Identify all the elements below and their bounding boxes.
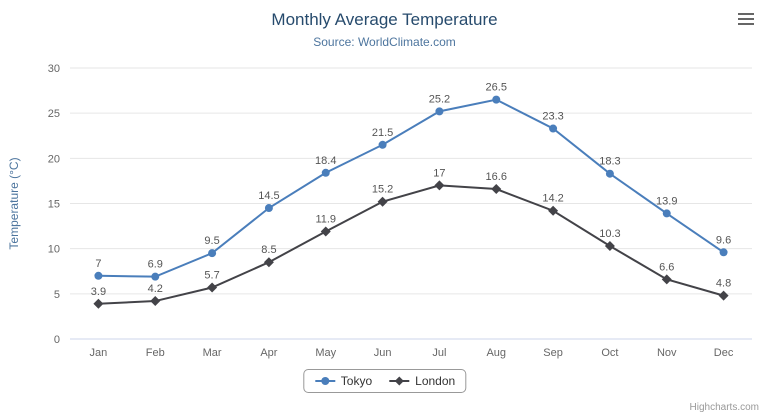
data-point-marker[interactable] bbox=[605, 169, 614, 178]
data-point-marker[interactable] bbox=[549, 124, 558, 133]
data-point-marker[interactable] bbox=[320, 226, 331, 237]
legend-item-tokyo[interactable]: Tokyo bbox=[314, 374, 372, 388]
x-axis-tick-label: Jan bbox=[90, 347, 108, 359]
data-label: 13.9 bbox=[656, 195, 677, 207]
data-label: 4.8 bbox=[716, 278, 731, 290]
data-label: 9.6 bbox=[716, 234, 731, 246]
data-point-marker[interactable] bbox=[378, 140, 387, 149]
data-point-marker[interactable] bbox=[548, 205, 559, 216]
data-point-marker[interactable] bbox=[662, 209, 671, 218]
data-label: 14.5 bbox=[258, 190, 279, 202]
data-label: 17 bbox=[433, 167, 445, 179]
hamburger-menu-icon[interactable] bbox=[738, 13, 754, 27]
chart-subtitle: Source: WorldClimate.com bbox=[313, 35, 456, 49]
data-point-marker[interactable] bbox=[661, 274, 672, 285]
data-point-marker[interactable] bbox=[264, 204, 273, 213]
x-axis-tick-label: Jul bbox=[432, 347, 446, 359]
y-axis-tick-label: 0 bbox=[54, 334, 60, 346]
data-label: 23.3 bbox=[542, 111, 563, 123]
data-label: 10.3 bbox=[599, 228, 620, 240]
data-point-marker[interactable] bbox=[263, 257, 274, 268]
data-point-marker[interactable] bbox=[208, 249, 217, 258]
data-point-marker[interactable] bbox=[718, 290, 729, 301]
y-axis-tick-label: 20 bbox=[48, 153, 60, 165]
chart-title: Monthly Average Temperature bbox=[271, 10, 498, 29]
data-point-marker[interactable] bbox=[434, 180, 445, 191]
data-label: 18.4 bbox=[315, 155, 336, 167]
data-label: 5.7 bbox=[204, 270, 219, 282]
x-axis-tick-label: Oct bbox=[601, 347, 618, 359]
data-label: 26.5 bbox=[486, 82, 507, 94]
data-point-marker[interactable] bbox=[492, 95, 501, 104]
data-label: 25.2 bbox=[429, 93, 450, 105]
x-axis-tick-label: Apr bbox=[260, 347, 277, 359]
x-axis-tick-label: Dec bbox=[714, 347, 734, 359]
data-point-marker[interactable] bbox=[151, 272, 160, 281]
y-axis-tick-label: 15 bbox=[48, 199, 60, 211]
data-point-marker[interactable] bbox=[491, 184, 502, 195]
y-axis-title: Temperature (°C) bbox=[7, 157, 21, 249]
data-point-marker[interactable] bbox=[321, 168, 330, 177]
menu-bar bbox=[738, 18, 754, 20]
data-label: 7 bbox=[95, 258, 101, 270]
x-axis-tick-label: Feb bbox=[146, 347, 165, 359]
legend: Tokyo London bbox=[302, 369, 467, 393]
data-label: 4.2 bbox=[148, 283, 163, 295]
data-point-marker[interactable] bbox=[150, 296, 161, 307]
x-axis-tick-label: Nov bbox=[657, 347, 677, 359]
data-point-marker[interactable] bbox=[435, 107, 444, 116]
data-label: 9.5 bbox=[204, 235, 219, 247]
data-point-marker[interactable] bbox=[604, 240, 615, 251]
y-axis-tick-label: 30 bbox=[48, 63, 60, 75]
data-point-marker[interactable] bbox=[94, 271, 103, 280]
data-point-marker[interactable] bbox=[207, 282, 218, 293]
legend-item-label: Tokyo bbox=[340, 374, 373, 388]
data-label: 18.3 bbox=[599, 156, 620, 168]
data-point-marker[interactable] bbox=[93, 298, 104, 309]
x-axis-tick-label: Mar bbox=[203, 347, 222, 359]
y-axis-tick-label: 5 bbox=[54, 289, 60, 301]
menu-bar bbox=[738, 13, 754, 15]
data-label: 6.6 bbox=[659, 261, 674, 273]
data-label: 15.2 bbox=[372, 184, 393, 196]
data-label: 16.6 bbox=[486, 171, 507, 183]
data-label: 11.9 bbox=[315, 214, 336, 226]
circle-marker-icon bbox=[314, 377, 335, 385]
legend-item-label: London bbox=[415, 374, 456, 388]
x-axis-tick-label: Aug bbox=[486, 347, 506, 359]
credits-link[interactable]: Highcharts.com bbox=[689, 402, 759, 413]
data-label: 8.5 bbox=[261, 244, 276, 256]
menu-bar bbox=[738, 23, 754, 25]
y-axis-tick-label: 25 bbox=[48, 108, 60, 120]
data-label: 21.5 bbox=[372, 127, 393, 139]
data-point-marker[interactable] bbox=[377, 196, 388, 207]
data-label: 3.9 bbox=[91, 286, 106, 298]
x-axis-tick-label: Jun bbox=[374, 347, 392, 359]
data-label: 14.2 bbox=[542, 193, 563, 205]
x-axis-tick-label: May bbox=[315, 347, 336, 359]
legend-item-london[interactable]: London bbox=[388, 374, 455, 388]
data-label: 6.9 bbox=[148, 259, 163, 271]
data-point-marker[interactable] bbox=[719, 248, 728, 257]
series-line-tokyo[interactable] bbox=[98, 98, 725, 278]
diamond-marker-icon bbox=[389, 376, 410, 386]
y-axis-tick-label: 10 bbox=[48, 244, 60, 256]
series-line-london[interactable] bbox=[98, 184, 724, 305]
x-axis-tick-label: Sep bbox=[543, 347, 563, 359]
